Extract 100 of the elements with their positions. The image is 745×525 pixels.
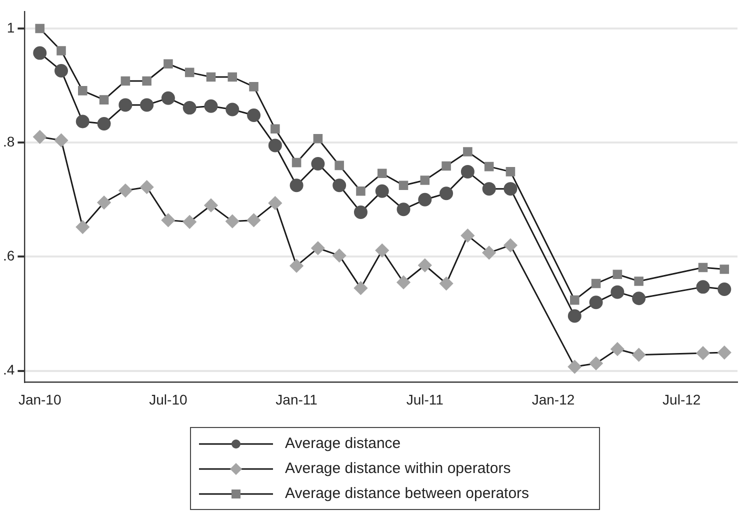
point bbox=[718, 346, 732, 360]
point bbox=[118, 184, 132, 198]
point bbox=[76, 220, 90, 234]
point bbox=[460, 228, 474, 242]
point bbox=[313, 134, 323, 144]
point bbox=[568, 360, 582, 374]
point bbox=[35, 24, 44, 34]
point bbox=[99, 95, 109, 104]
point bbox=[97, 196, 111, 210]
point bbox=[120, 76, 130, 86]
x-tick-label: Jul-12 bbox=[662, 391, 701, 408]
point bbox=[161, 213, 175, 227]
point bbox=[632, 292, 646, 306]
y-tick-label: .4 bbox=[2, 362, 15, 378]
point bbox=[33, 46, 47, 60]
point bbox=[76, 114, 90, 128]
point bbox=[504, 182, 518, 196]
point bbox=[591, 278, 601, 288]
point bbox=[634, 276, 644, 286]
point bbox=[418, 258, 432, 272]
point bbox=[589, 296, 603, 310]
point bbox=[482, 246, 496, 260]
point bbox=[334, 160, 344, 170]
point bbox=[164, 59, 173, 69]
point bbox=[504, 238, 518, 252]
point bbox=[142, 76, 152, 86]
legend-label: Average distance bbox=[285, 435, 401, 452]
point bbox=[184, 68, 194, 78]
point bbox=[270, 124, 280, 134]
point bbox=[140, 98, 154, 112]
point bbox=[354, 281, 368, 295]
point bbox=[226, 102, 240, 116]
point bbox=[226, 214, 240, 228]
point bbox=[398, 180, 408, 190]
point bbox=[396, 202, 410, 216]
x-tick-label: Jul-10 bbox=[149, 391, 188, 408]
point bbox=[247, 213, 261, 227]
point bbox=[506, 167, 516, 176]
point bbox=[268, 138, 282, 152]
x-tick-label: Jul-11 bbox=[406, 391, 444, 408]
point bbox=[420, 176, 430, 185]
point bbox=[463, 147, 472, 156]
y-tick-label: 1 bbox=[6, 19, 15, 36]
point bbox=[440, 186, 454, 200]
x-tick-label: Jan-11 bbox=[276, 391, 318, 408]
point bbox=[290, 259, 304, 273]
legend-label: Average distance between operators bbox=[285, 485, 530, 502]
point bbox=[720, 264, 730, 274]
point bbox=[375, 184, 389, 198]
point bbox=[228, 72, 238, 82]
x-tick-label: Jan-10 bbox=[18, 391, 62, 408]
point bbox=[268, 196, 282, 210]
point bbox=[589, 356, 603, 370]
point bbox=[418, 192, 432, 206]
point bbox=[332, 178, 346, 192]
point bbox=[182, 215, 196, 229]
point bbox=[311, 241, 325, 255]
legend-label: Average distance within operators bbox=[285, 460, 511, 477]
point bbox=[484, 162, 494, 172]
point bbox=[570, 295, 580, 305]
point bbox=[442, 161, 451, 171]
y-tick-label: .6 bbox=[2, 248, 15, 264]
point bbox=[249, 82, 258, 92]
point bbox=[332, 248, 346, 262]
point bbox=[204, 99, 218, 113]
point bbox=[54, 64, 68, 78]
point bbox=[440, 276, 454, 290]
point bbox=[204, 198, 218, 212]
point bbox=[161, 91, 175, 105]
point bbox=[696, 280, 710, 294]
point bbox=[698, 262, 708, 272]
point bbox=[206, 72, 216, 82]
point bbox=[377, 168, 387, 178]
point bbox=[696, 346, 710, 360]
point bbox=[97, 117, 111, 131]
point bbox=[182, 101, 196, 115]
point bbox=[718, 282, 732, 296]
x-tick-label: Jan-12 bbox=[532, 391, 575, 408]
point bbox=[356, 186, 366, 196]
point bbox=[632, 348, 646, 362]
point bbox=[375, 244, 389, 258]
point bbox=[247, 108, 261, 122]
point bbox=[78, 86, 88, 96]
point bbox=[33, 130, 47, 144]
point bbox=[612, 270, 622, 280]
point bbox=[610, 342, 624, 356]
point bbox=[54, 134, 68, 148]
point bbox=[56, 46, 66, 56]
point bbox=[118, 98, 132, 112]
point bbox=[610, 285, 624, 299]
point bbox=[482, 182, 496, 196]
y-tick-label: .8 bbox=[2, 133, 15, 150]
point bbox=[354, 205, 368, 219]
point bbox=[292, 158, 302, 168]
point bbox=[460, 164, 474, 178]
point bbox=[568, 309, 582, 323]
point bbox=[311, 156, 325, 170]
point bbox=[140, 180, 154, 194]
point bbox=[290, 178, 304, 192]
point bbox=[396, 276, 410, 290]
